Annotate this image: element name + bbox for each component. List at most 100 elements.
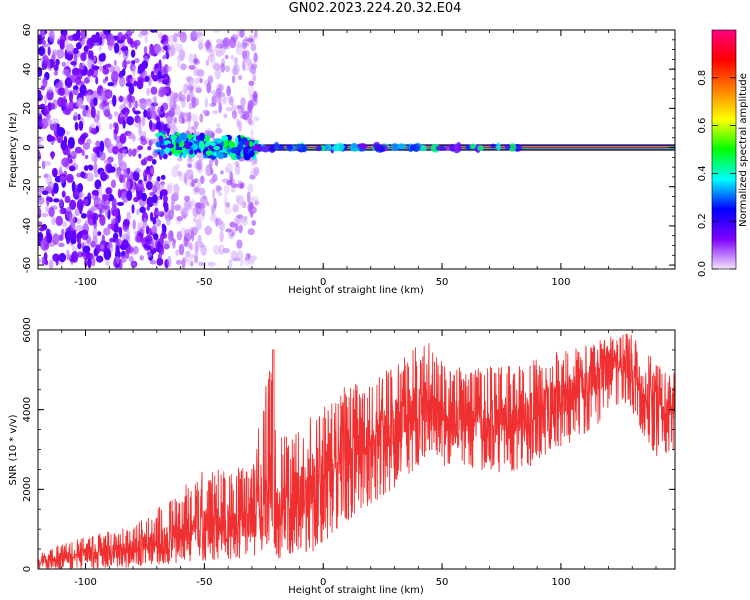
spectral-blob xyxy=(236,180,243,185)
spectral-blob xyxy=(78,193,83,200)
spectral-blob xyxy=(44,105,51,115)
spectral-blob xyxy=(215,127,223,134)
spectral-blob xyxy=(209,178,215,185)
spectral-blob xyxy=(48,181,54,190)
spectral-blob xyxy=(131,102,139,107)
spectral-blob xyxy=(69,74,78,83)
spectral-blob xyxy=(167,230,174,242)
spectral-blob xyxy=(199,132,206,141)
spectral-blob xyxy=(349,143,359,152)
spectral-blob xyxy=(198,187,206,196)
spectral-blob xyxy=(165,49,170,60)
spectral-blob xyxy=(150,240,155,250)
spectral-blob xyxy=(152,233,159,240)
spectral-blob xyxy=(64,85,69,97)
spectral-blob xyxy=(64,230,71,241)
spectral-blob xyxy=(186,169,194,180)
y-tick-label: 60 xyxy=(22,24,33,37)
spectral-blob xyxy=(202,109,206,114)
spectral-blob xyxy=(357,143,367,150)
spectral-blob xyxy=(92,146,101,153)
spectral-blob xyxy=(229,36,237,49)
spectral-blob xyxy=(251,219,256,226)
spectral-blob xyxy=(135,167,141,173)
spectral-blob xyxy=(180,208,189,219)
spectral-blob xyxy=(188,89,194,102)
spectral-blob xyxy=(66,173,74,184)
spectral-blob xyxy=(166,143,174,149)
spectral-blob xyxy=(249,202,254,210)
spectral-blob xyxy=(42,54,49,65)
spectral-blob xyxy=(173,183,180,195)
spectral-blob xyxy=(196,37,204,44)
spectral-blob xyxy=(93,162,98,174)
spectral-blob xyxy=(199,77,203,84)
spectral-blob xyxy=(243,215,248,221)
spectral-blob xyxy=(176,230,183,241)
spectral-blob xyxy=(249,140,254,148)
spectral-blob xyxy=(128,255,134,263)
spectral-blob xyxy=(218,85,222,97)
spectral-blob xyxy=(143,46,148,55)
spectral-blob xyxy=(152,194,158,204)
spectral-blob xyxy=(51,117,60,125)
spectral-blob xyxy=(161,79,170,85)
spectral-blob xyxy=(187,133,193,140)
spectral-blob xyxy=(91,255,96,267)
spectral-blob xyxy=(86,210,94,220)
spectral-blob xyxy=(131,204,135,214)
spectral-blob xyxy=(121,149,127,158)
spectral-blob xyxy=(41,212,48,218)
spectral-blob xyxy=(77,236,82,244)
spectral-blob xyxy=(238,74,243,81)
spectral-blob xyxy=(87,58,93,69)
spectral-blob xyxy=(157,70,162,77)
spectral-blob xyxy=(189,245,194,251)
spectral-blob xyxy=(230,55,234,60)
spectral-blob xyxy=(215,184,221,194)
spectral-blob xyxy=(247,118,253,125)
spectral-blob xyxy=(246,37,254,43)
spectral-blob xyxy=(195,153,201,158)
spectral-blob xyxy=(77,242,82,250)
spectral-blob xyxy=(61,228,65,236)
spectral-blob xyxy=(250,128,254,139)
spectral-blob xyxy=(177,170,182,177)
spectral-blob xyxy=(154,44,162,55)
spectral-blob xyxy=(90,106,96,119)
spectral-blob xyxy=(223,206,232,215)
spectral-blob xyxy=(143,109,148,118)
spectral-blob xyxy=(247,99,254,111)
spectral-blob xyxy=(198,42,204,51)
spectral-blob xyxy=(508,143,517,152)
spectral-blob xyxy=(145,225,150,235)
spectral-blob xyxy=(96,231,102,236)
spectral-blob xyxy=(61,220,68,228)
spectral-blob xyxy=(93,42,100,47)
spectral-blob xyxy=(199,241,204,248)
spectral-blob xyxy=(224,166,229,173)
spectral-blob xyxy=(47,46,51,56)
spectral-blob xyxy=(100,171,108,182)
spectral-blob xyxy=(144,75,150,83)
spectral-blob xyxy=(195,204,202,215)
spectral-blob xyxy=(59,198,64,208)
spectral-blob xyxy=(197,234,202,244)
spectral-blob xyxy=(232,75,236,84)
colorbar-tick-label: 0.6 xyxy=(697,118,708,134)
spectral-blob xyxy=(217,191,223,197)
spectral-blob xyxy=(225,65,231,73)
spectral-blob xyxy=(119,133,127,144)
spectral-blob xyxy=(236,250,244,262)
spectral-blob xyxy=(109,123,113,130)
spectral-blob xyxy=(175,43,184,53)
spectral-blob xyxy=(151,159,157,165)
spectral-blob xyxy=(240,107,244,114)
spectral-blob xyxy=(60,140,67,151)
spectral-blob xyxy=(247,183,254,194)
colorbar-ticks: 0.0 0.2 0.4 0.6 0.8 xyxy=(697,70,736,277)
spectral-blob xyxy=(199,113,204,123)
spectral-blob xyxy=(126,174,131,183)
spectral-blob xyxy=(412,143,421,153)
spectral-blob xyxy=(131,148,137,157)
